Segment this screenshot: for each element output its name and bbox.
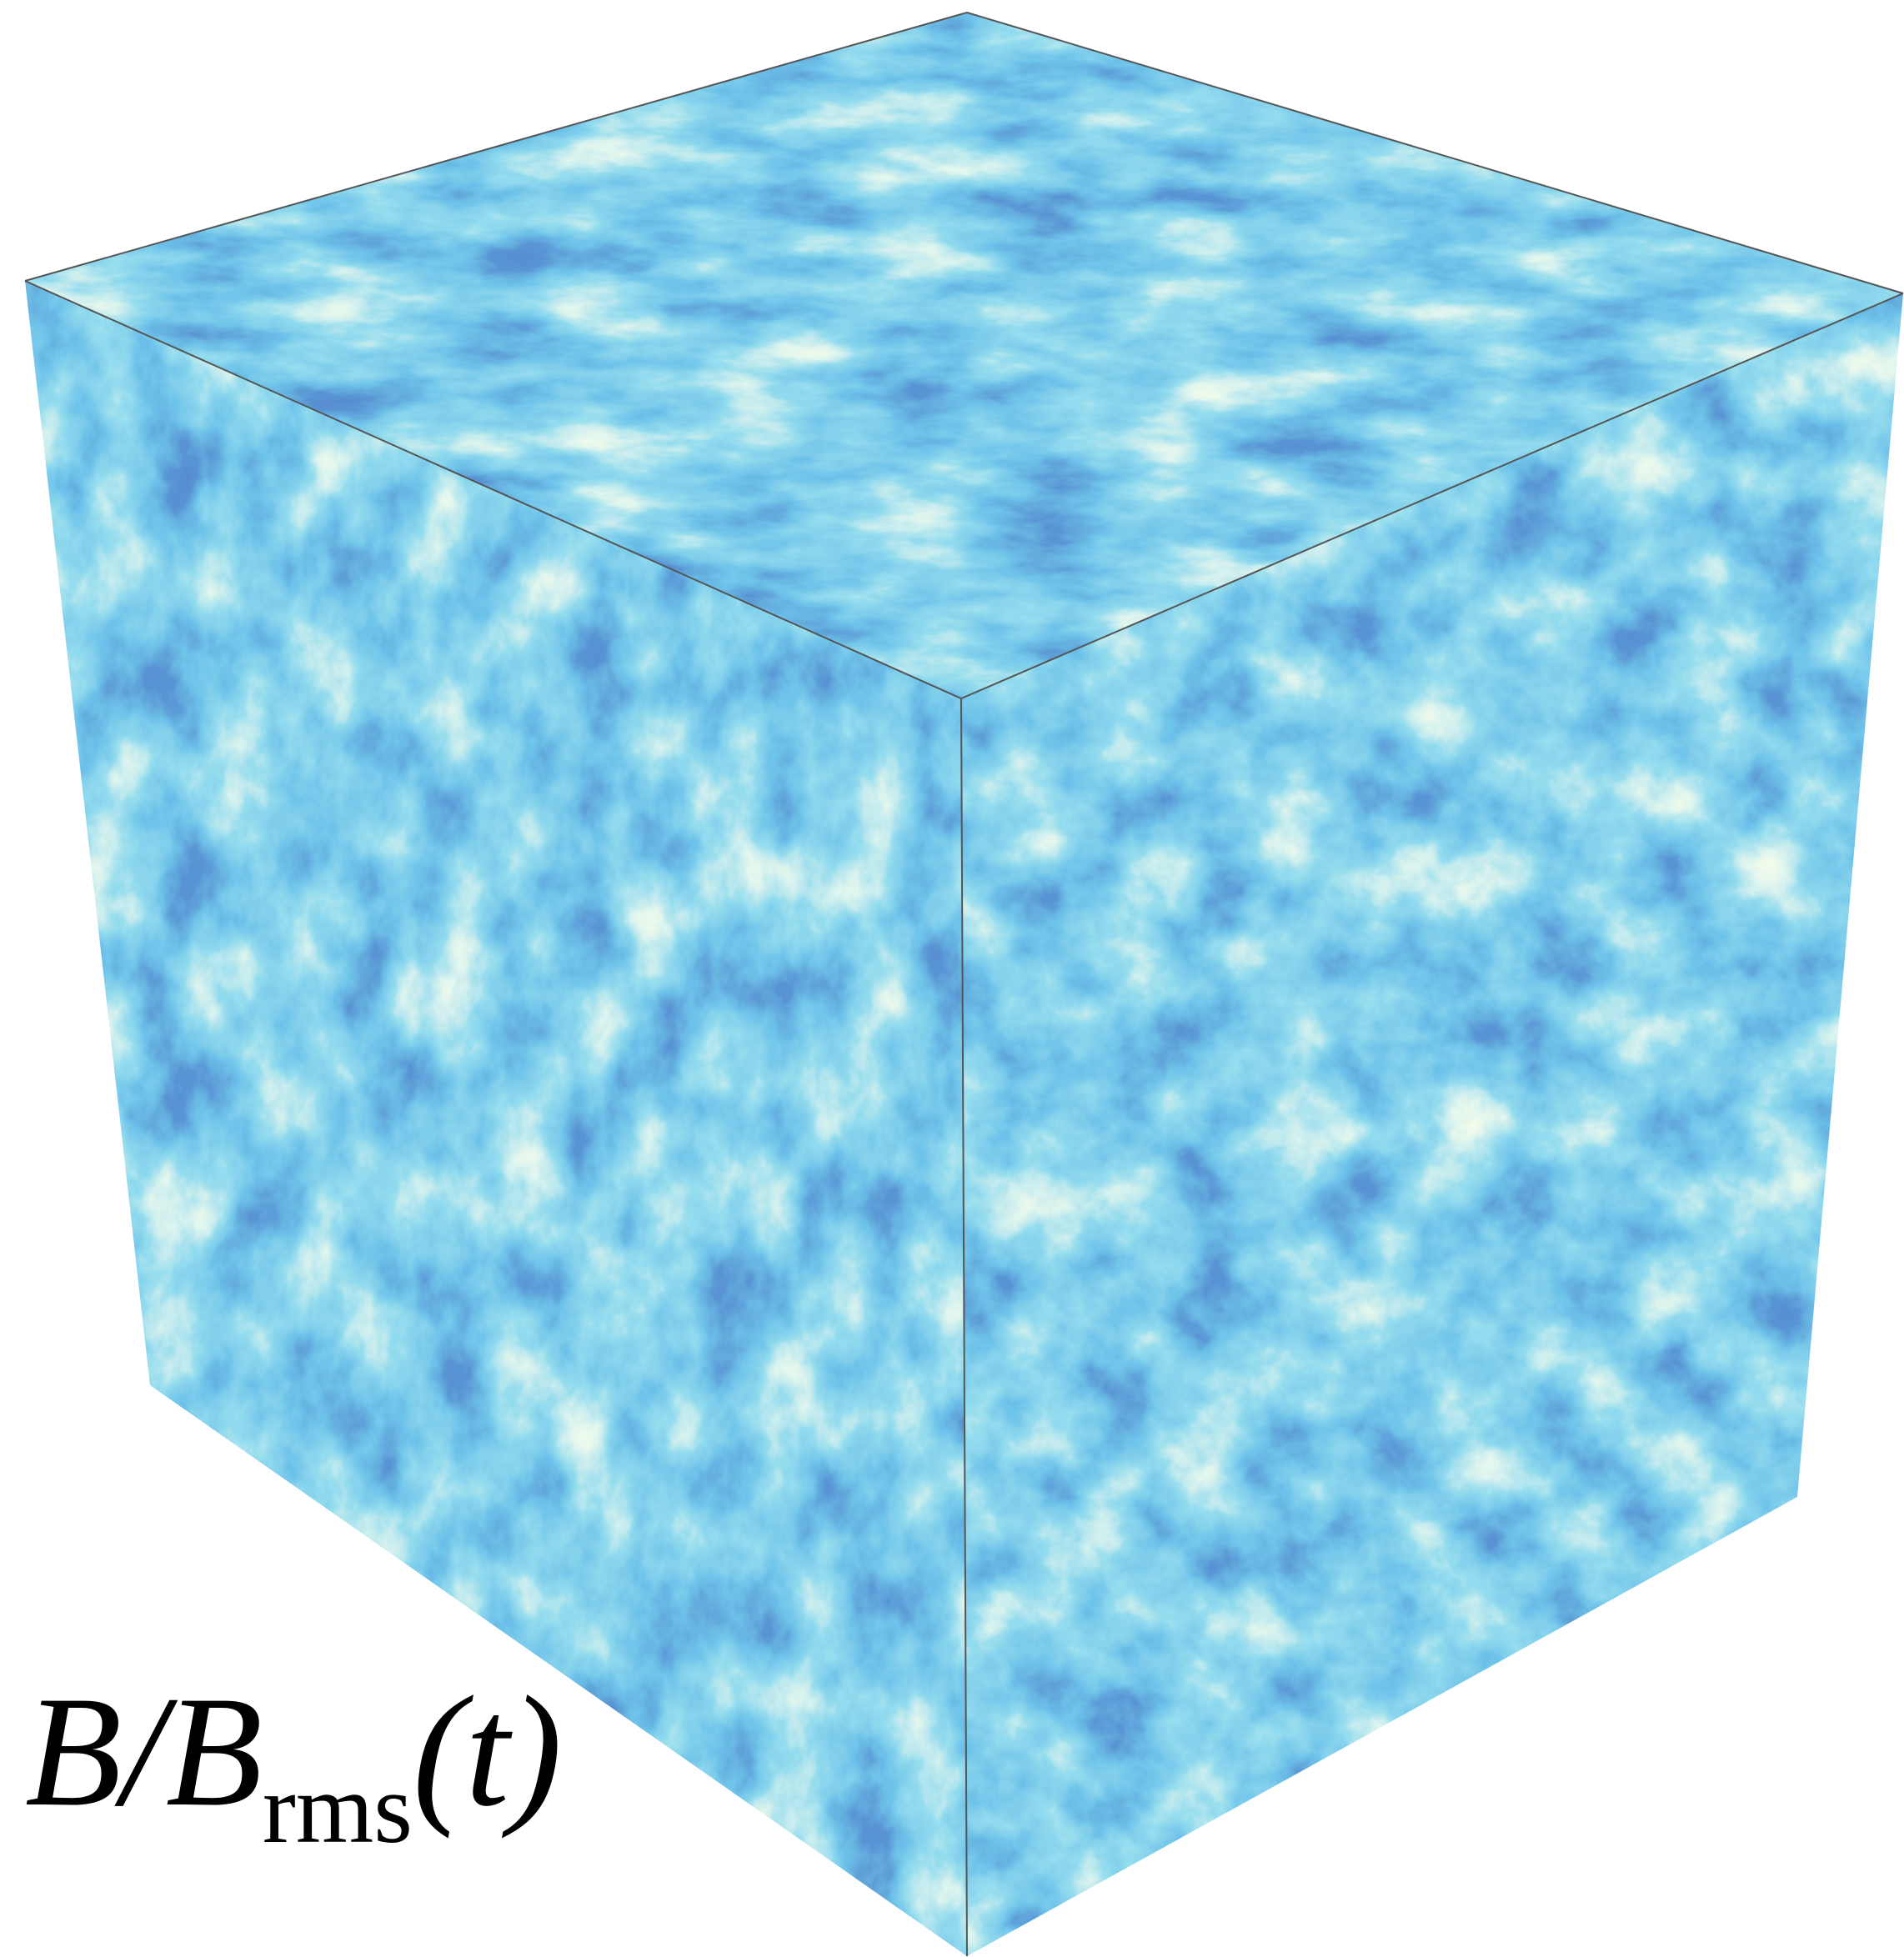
colorbar-label: B/Brms(t) — [25, 1664, 562, 1864]
label-subscript: rms — [263, 1753, 413, 1864]
page: B/Brms(t) (() => { const data = JSON.par… — [0, 0, 1904, 1957]
cube-figure: B/Brms(t) — [0, 0, 1904, 1957]
label-suffix: (t) — [413, 1664, 562, 1839]
label-main: B/B — [25, 1664, 263, 1839]
